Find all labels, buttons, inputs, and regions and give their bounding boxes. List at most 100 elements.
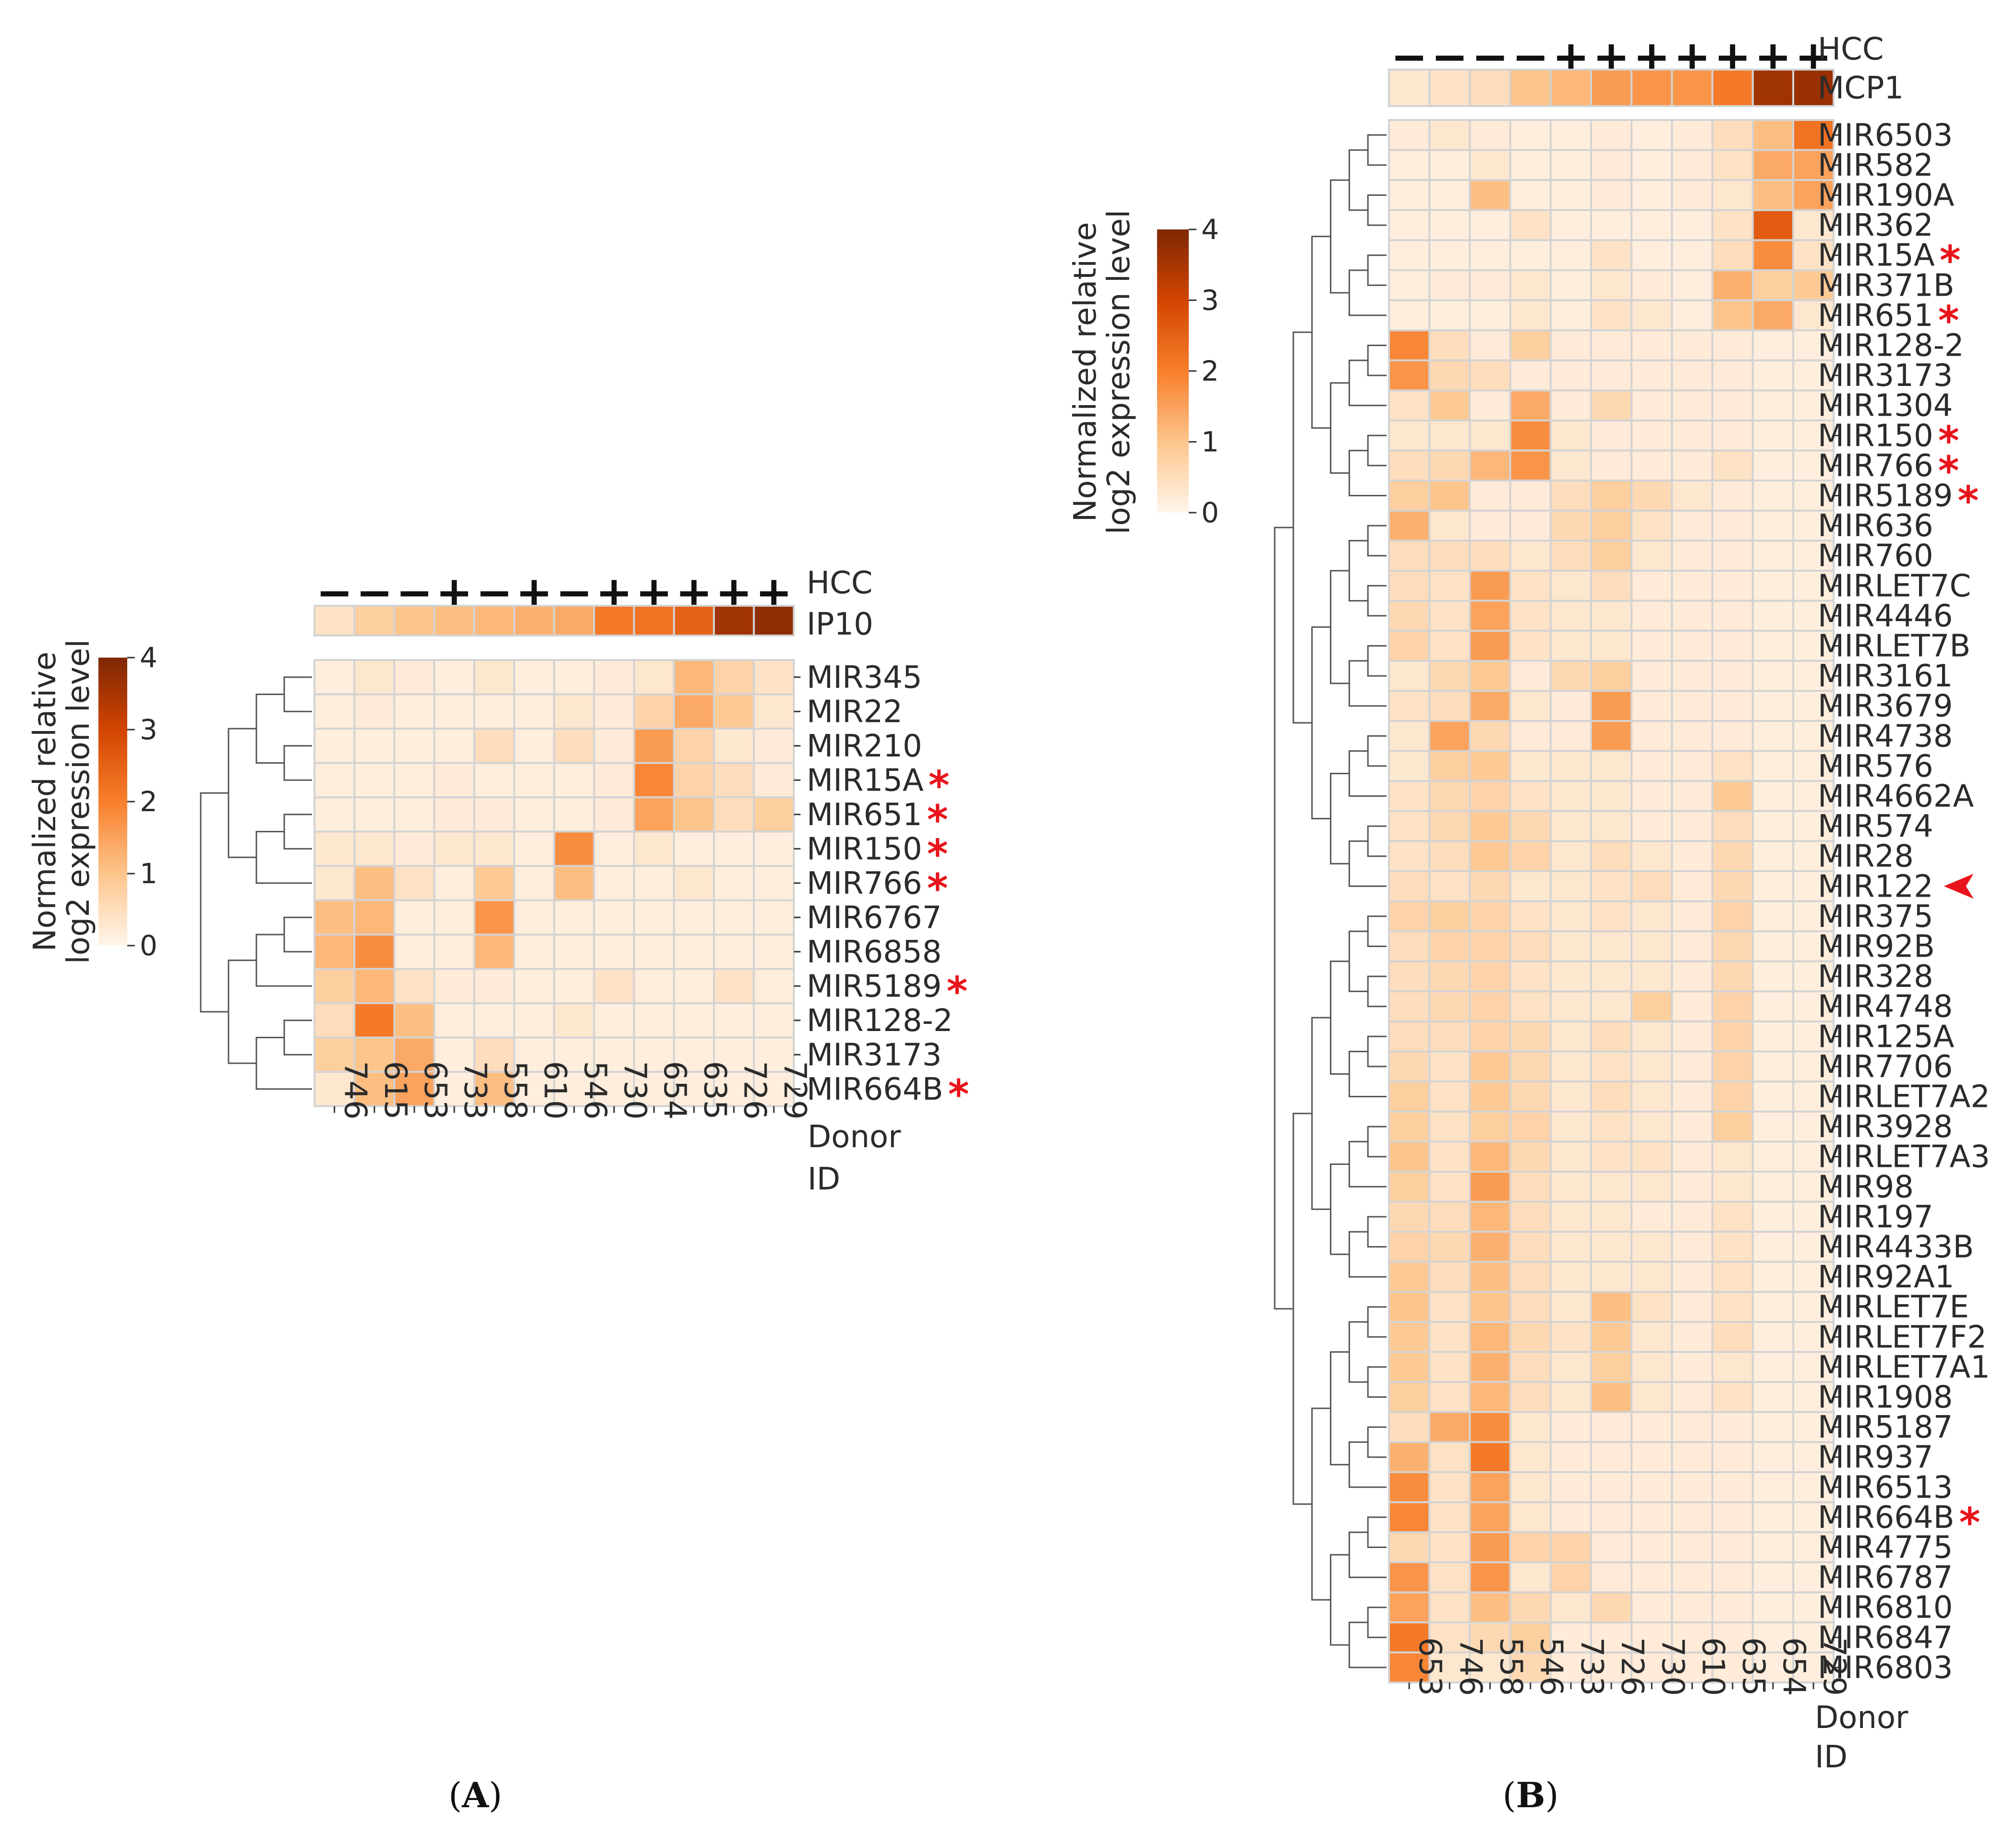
- heatmap-cell: [713, 830, 755, 867]
- significance-star: *: [929, 762, 950, 809]
- heatmap-cell: [1630, 1561, 1673, 1594]
- heatmap-cell: [633, 659, 675, 696]
- heatmap-cell: [713, 968, 755, 1004]
- heatmap-cell: [593, 762, 635, 798]
- heatmap-cell: [1428, 299, 1471, 332]
- heatmap-cell: [1469, 1080, 1511, 1113]
- heatmap-cell: [1711, 509, 1754, 542]
- heatmap-cell: [1711, 1321, 1754, 1353]
- heatmap-cell: [1549, 149, 1593, 181]
- heatmap-cell: [1469, 930, 1511, 962]
- heatmap-cell: [1590, 209, 1633, 241]
- dendrogram-branch: [283, 916, 312, 953]
- heatmap-cell: [713, 1002, 755, 1039]
- heatmap-cell: [1549, 119, 1593, 151]
- heatmap-cell: [1549, 720, 1593, 752]
- heatmap-cell: [1469, 1260, 1511, 1293]
- heatmap-cell: [753, 762, 795, 798]
- row-label: MIR22: [807, 694, 903, 730]
- heatmap-cell: [1428, 780, 1471, 812]
- heatmap-cell: [1509, 1351, 1552, 1383]
- heatmap-cell: [1509, 1441, 1552, 1473]
- column-label: 615: [377, 1061, 413, 1119]
- heatmap-cell: [1711, 1110, 1754, 1143]
- heatmap-cell: [393, 728, 435, 764]
- heatmap-cell: [1469, 780, 1511, 812]
- colorbar-tick-label: 3: [140, 713, 157, 746]
- column-label: 635: [1736, 1637, 1771, 1696]
- heatmap-cell: [1671, 1501, 1714, 1534]
- heatmap-cell: [593, 1002, 635, 1039]
- heatmap-cell: [1388, 870, 1431, 902]
- dendrogram-branch: [1292, 1113, 1312, 1505]
- heatmap-cell: [1469, 1231, 1511, 1263]
- heatmap-cell: [1630, 329, 1673, 361]
- heatmap-cell: [1711, 900, 1754, 933]
- heatmap-cell: [1509, 179, 1552, 211]
- heatmap-cell: [1428, 209, 1471, 241]
- heatmap-cell: [1388, 1351, 1431, 1383]
- heatmap-cell: [1751, 269, 1795, 301]
- significance-star: *: [1938, 297, 1959, 344]
- heatmap-cell: [433, 693, 475, 730]
- heatmap-cell: [1671, 930, 1714, 962]
- dendrogram-branch: [1311, 1017, 1331, 1210]
- marker-cell: [1590, 69, 1633, 107]
- heatmap-cell: [1590, 1561, 1633, 1594]
- heatmap-cell: [393, 968, 435, 1004]
- heatmap-cell: [1549, 239, 1593, 271]
- heatmap-cell: [553, 1002, 595, 1039]
- column-label: 726: [737, 1061, 773, 1119]
- heatmap-cell: [1469, 630, 1511, 662]
- heatmap-cell: [1549, 420, 1593, 452]
- heatmap-cell: [1671, 660, 1714, 692]
- heatmap-cell: [553, 796, 595, 833]
- heatmap-cell: [1509, 570, 1552, 602]
- dendrogram-branch: [1367, 1126, 1387, 1158]
- heatmap-cell: [1428, 1321, 1471, 1353]
- heatmap-cell: [1630, 1501, 1673, 1534]
- heatmap-cell: [1590, 780, 1633, 812]
- heatmap-cell: [1630, 149, 1673, 181]
- heatmap-cell: [1469, 990, 1511, 1022]
- heatmap-cell: [1509, 329, 1552, 361]
- heatmap-cell: [1751, 449, 1795, 482]
- heatmap-cell: [633, 796, 675, 833]
- row-label: MIR375: [1818, 899, 1933, 935]
- heatmap-cell: [1428, 149, 1471, 181]
- heatmap-cell: [1711, 630, 1754, 662]
- row-label: MIR15A: [807, 763, 924, 798]
- heatmap-cell: [1549, 1471, 1593, 1503]
- heatmap-cell: [1711, 1140, 1754, 1173]
- heatmap-cell: [1469, 750, 1511, 782]
- heatmap-cell: [1711, 359, 1754, 392]
- heatmap-cell: [1549, 1200, 1593, 1233]
- heatmap-cell: [1751, 1200, 1795, 1233]
- heatmap-cell: [1590, 990, 1633, 1022]
- colorbar-title-b-line1: Normalized relative: [1068, 222, 1103, 522]
- heatmap-cell: [1428, 1020, 1471, 1053]
- panel-letter-a: A: [461, 1775, 489, 1815]
- heatmap-cell: [1549, 690, 1593, 722]
- heatmap-cell: [1671, 239, 1714, 271]
- heatmap-cell: [1751, 1531, 1795, 1563]
- dendrogram-branch: [1348, 1231, 1387, 1278]
- column-labels-a: 746 615 653 733 558 610 546 730 654 635 726 729: [334, 1061, 812, 1120]
- significance-star: *: [927, 865, 948, 912]
- heatmap-cell: [1671, 1260, 1714, 1293]
- row-label: MIR4738: [1818, 719, 1953, 754]
- heatmap-cell: [1590, 1471, 1633, 1503]
- heatmap-cell: [1469, 389, 1511, 422]
- heatmap-cell: [314, 728, 356, 764]
- heatmap-cell: [1469, 810, 1511, 842]
- heatmap-cell: [1630, 600, 1673, 632]
- heatmap-cell: [1549, 179, 1593, 211]
- heatmap-cell: [1549, 389, 1593, 422]
- heatmap-cell: [1549, 630, 1593, 662]
- heatmap-cell: [1388, 600, 1431, 632]
- heatmap-cell: [1590, 389, 1633, 422]
- marker-cell: [1671, 69, 1714, 107]
- heatmap-cell: [1388, 1231, 1431, 1263]
- dendrogram-branch: [1348, 540, 1368, 602]
- heatmap-cell: [1711, 600, 1754, 632]
